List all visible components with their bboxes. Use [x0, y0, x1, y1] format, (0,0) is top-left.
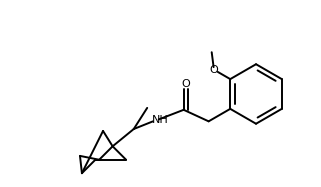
Text: NH: NH [152, 115, 169, 125]
Text: O: O [209, 65, 218, 74]
Text: O: O [181, 79, 190, 89]
